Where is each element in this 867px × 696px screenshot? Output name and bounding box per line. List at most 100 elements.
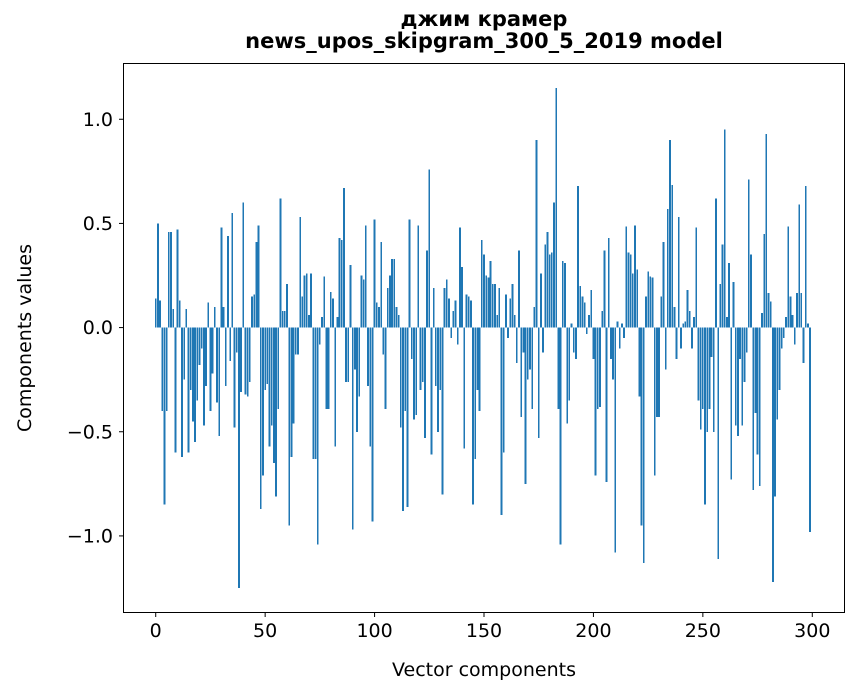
bar <box>682 323 685 328</box>
bar <box>378 306 380 328</box>
bar <box>590 290 593 328</box>
bar <box>787 226 790 328</box>
bar <box>321 317 323 328</box>
bar <box>189 327 192 391</box>
bar <box>780 327 783 349</box>
bar <box>660 296 663 328</box>
bar <box>712 327 715 432</box>
bar <box>459 227 461 328</box>
bar <box>329 292 332 328</box>
bar <box>513 315 516 328</box>
bar <box>592 327 595 359</box>
bar <box>623 327 625 338</box>
bar <box>581 296 584 328</box>
chart-subtitle: news_upos_skipgram_300_5_2019 model <box>245 28 723 53</box>
bar <box>767 293 770 328</box>
bar <box>568 327 571 401</box>
bar <box>404 327 407 411</box>
bar <box>577 185 579 328</box>
bar <box>686 290 689 328</box>
bar <box>483 254 485 328</box>
bar <box>213 306 216 328</box>
bar <box>227 235 229 328</box>
bar <box>345 327 347 382</box>
bar <box>642 327 645 563</box>
bar <box>312 327 315 459</box>
bar <box>192 327 194 422</box>
bar <box>640 327 643 526</box>
bar <box>758 327 761 486</box>
bar <box>432 288 435 328</box>
bar <box>163 327 166 505</box>
x-tick-label: 200 <box>575 620 611 642</box>
bar <box>354 327 356 370</box>
bar <box>612 327 614 380</box>
bar <box>207 302 210 328</box>
bar <box>772 327 774 582</box>
bar <box>303 275 306 328</box>
bar <box>629 254 632 328</box>
bar <box>478 327 481 411</box>
bar <box>369 327 372 447</box>
bar <box>356 327 358 432</box>
bar <box>259 327 262 509</box>
bar <box>544 244 547 328</box>
bar <box>688 310 691 328</box>
bar <box>480 240 483 328</box>
bar <box>281 310 284 328</box>
y-axis-label: Components values <box>14 243 36 433</box>
bar <box>634 225 636 328</box>
bar <box>391 258 393 328</box>
bar <box>553 202 555 328</box>
bar <box>636 269 639 328</box>
bar <box>469 300 472 328</box>
bar <box>273 327 275 463</box>
bar <box>798 204 801 328</box>
bar <box>426 250 428 328</box>
bar <box>520 327 523 418</box>
bar <box>631 273 634 328</box>
bar <box>588 315 590 328</box>
bar <box>301 296 304 328</box>
bar <box>621 323 623 328</box>
bar <box>194 327 196 443</box>
bar <box>373 219 376 328</box>
bar <box>242 202 245 328</box>
bar <box>754 327 757 413</box>
bar <box>610 327 612 359</box>
bar <box>244 327 247 395</box>
bar <box>651 277 654 328</box>
bar <box>765 133 768 328</box>
bar <box>419 327 422 391</box>
bar <box>474 327 477 459</box>
bar <box>310 273 312 328</box>
bar <box>334 327 337 447</box>
bar <box>761 313 763 328</box>
bar <box>555 88 558 328</box>
bar <box>537 327 540 438</box>
bar <box>701 327 704 409</box>
bar <box>167 231 170 328</box>
bar <box>649 276 652 328</box>
bar <box>666 208 669 328</box>
bar <box>535 140 538 328</box>
bar <box>452 310 455 328</box>
bar <box>607 238 610 328</box>
x-tick-label: 50 <box>253 620 277 642</box>
bar <box>461 267 463 328</box>
bar <box>305 273 308 328</box>
bar <box>489 260 492 328</box>
bar <box>428 169 431 328</box>
bar <box>233 327 236 428</box>
bar <box>763 233 766 328</box>
bar <box>185 308 188 328</box>
bar <box>253 294 256 328</box>
bar <box>807 323 809 328</box>
bar <box>500 327 503 516</box>
bar <box>402 327 404 511</box>
bar <box>653 327 656 476</box>
bar <box>266 327 269 384</box>
bar <box>684 321 687 328</box>
bar <box>235 327 238 353</box>
